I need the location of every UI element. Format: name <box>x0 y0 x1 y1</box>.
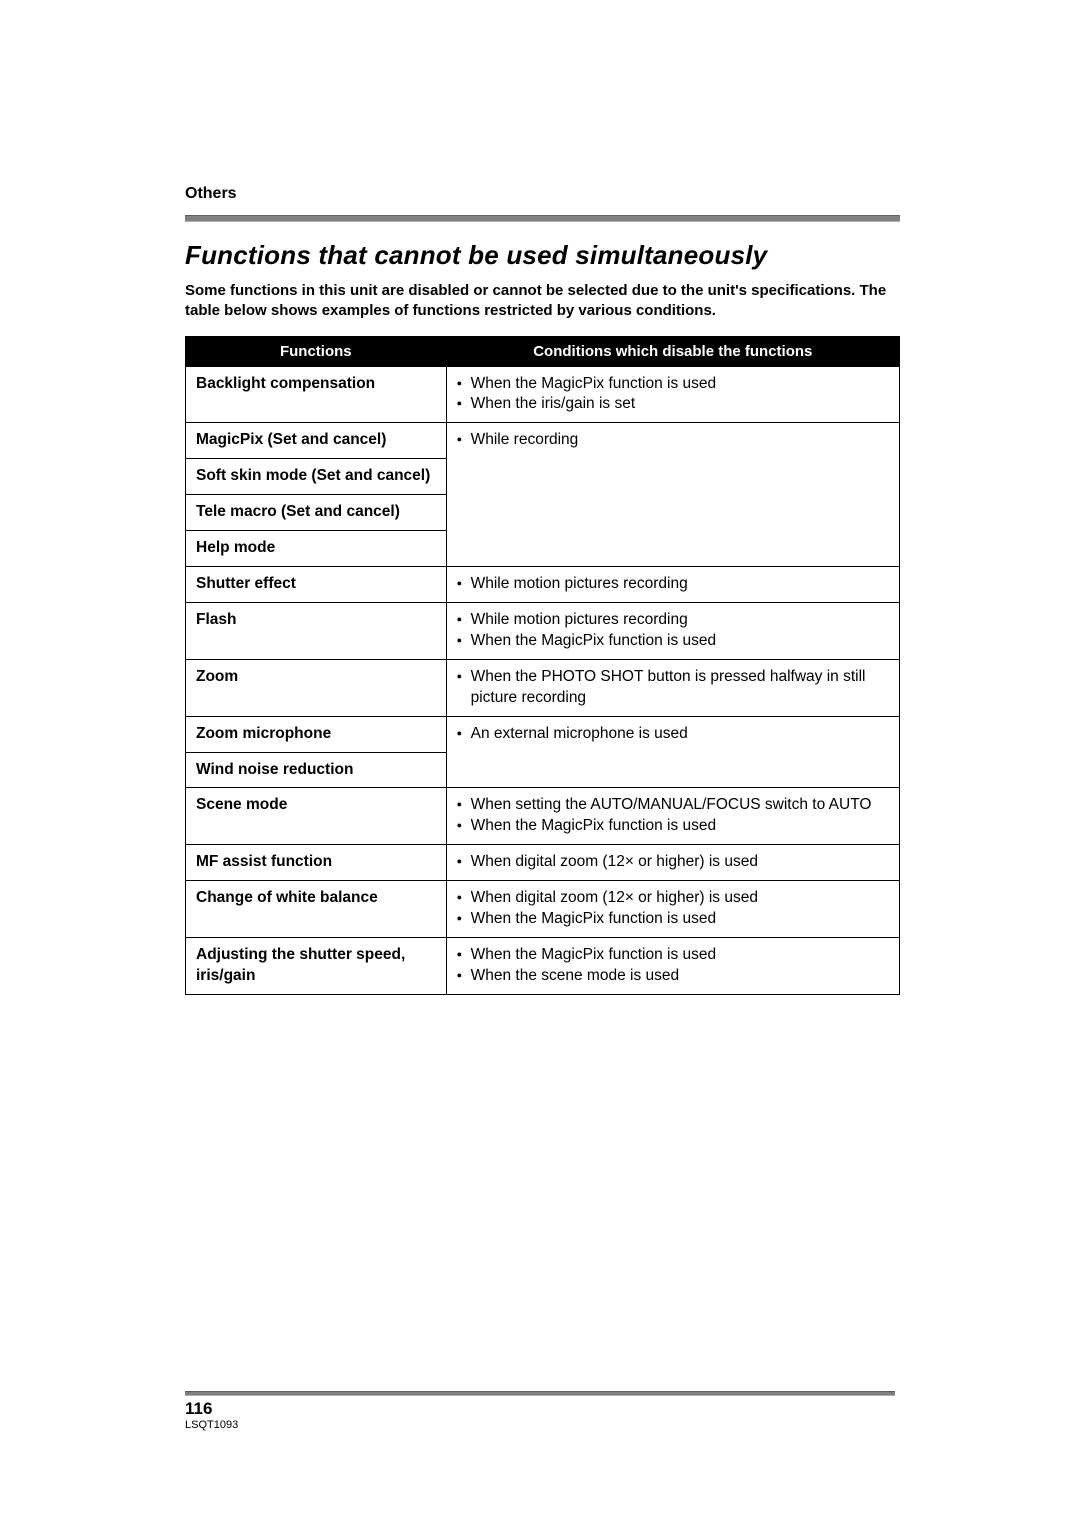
functions-table: Functions Conditions which disable the f… <box>185 336 900 995</box>
condition-cell: While motion pictures recording <box>446 567 899 603</box>
function-cell: Soft skin mode (Set and cancel) <box>186 459 447 495</box>
function-cell: Flash <box>186 602 447 659</box>
section-label: Others <box>185 185 900 203</box>
page-number: 116 <box>185 1400 895 1419</box>
document-code: LSQT1093 <box>185 1419 895 1431</box>
condition-item: When the MagicPix function is used <box>457 909 889 930</box>
table-row: MagicPix (Set and cancel) While recording <box>186 423 900 459</box>
condition-item: When the MagicPix function is used <box>457 945 889 966</box>
condition-item: When setting the AUTO/MANUAL/FOCUS switc… <box>457 795 889 816</box>
condition-item: When the MagicPix function is used <box>457 816 889 837</box>
function-cell: MF assist function <box>186 845 447 881</box>
function-cell: Backlight compensation <box>186 366 447 423</box>
condition-cell: While recording <box>446 423 899 567</box>
table-row: ZoomWhen the PHOTO SHOT button is presse… <box>186 659 900 716</box>
page-title: Functions that cannot be used simultaneo… <box>185 240 900 271</box>
table-row: FlashWhile motion pictures recordingWhen… <box>186 602 900 659</box>
condition-item: When the PHOTO SHOT button is pressed ha… <box>457 667 889 709</box>
function-cell: Zoom <box>186 659 447 716</box>
divider-bottom <box>185 1391 895 1396</box>
header-functions: Functions <box>186 336 447 366</box>
condition-item: When the scene mode is used <box>457 966 889 987</box>
divider-top <box>185 215 900 222</box>
page-footer: 116 LSQT1093 <box>185 1391 895 1431</box>
condition-item: An external microphone is used <box>457 724 889 745</box>
function-cell: Wind noise reduction <box>186 752 447 788</box>
condition-cell: When digital zoom (12× or higher) is use… <box>446 845 899 881</box>
condition-item: When the iris/gain is set <box>457 394 889 415</box>
function-cell: MagicPix (Set and cancel) <box>186 423 447 459</box>
function-cell: Shutter effect <box>186 567 447 603</box>
table-row: Adjusting the shutter speed, iris/gainWh… <box>186 938 900 995</box>
header-conditions: Conditions which disable the functions <box>446 336 899 366</box>
condition-item: While motion pictures recording <box>457 610 889 631</box>
table-header-row: Functions Conditions which disable the f… <box>186 336 900 366</box>
condition-item: When digital zoom (12× or higher) is use… <box>457 888 889 909</box>
table-body: Backlight compensationWhen the MagicPix … <box>186 366 900 994</box>
condition-item: While motion pictures recording <box>457 574 889 595</box>
condition-item: When the MagicPix function is used <box>457 631 889 652</box>
condition-cell: When setting the AUTO/MANUAL/FOCUS switc… <box>446 788 899 845</box>
function-cell: Tele macro (Set and cancel) <box>186 495 447 531</box>
table-row: Shutter effect While motion pictures reco… <box>186 567 900 603</box>
intro-text: Some functions in this unit are disabled… <box>185 281 900 322</box>
table-row: Change of white balance When digital zoom… <box>186 881 900 938</box>
condition-item: When the MagicPix function is used <box>457 374 889 395</box>
table-row: Scene mode When setting the AUTO/MANUAL/F… <box>186 788 900 845</box>
function-cell: Zoom microphone <box>186 716 447 752</box>
function-cell: Scene mode <box>186 788 447 845</box>
condition-cell: When digital zoom (12× or higher) is use… <box>446 881 899 938</box>
condition-cell: While motion pictures recordingWhen the … <box>446 602 899 659</box>
table-row: Zoom microphone An external microphone is… <box>186 716 900 752</box>
condition-cell: An external microphone is used <box>446 716 899 788</box>
condition-cell: When the PHOTO SHOT button is pressed ha… <box>446 659 899 716</box>
function-cell: Help mode <box>186 531 447 567</box>
table-row: MF assist function When digital zoom (12×… <box>186 845 900 881</box>
function-cell: Adjusting the shutter speed, iris/gain <box>186 938 447 995</box>
function-cell: Change of white balance <box>186 881 447 938</box>
condition-item: While recording <box>457 430 889 451</box>
table-row: Backlight compensationWhen the MagicPix … <box>186 366 900 423</box>
condition-item: When digital zoom (12× or higher) is use… <box>457 852 889 873</box>
condition-cell: When the MagicPix function is usedWhen t… <box>446 366 899 423</box>
condition-cell: When the MagicPix function is usedWhen t… <box>446 938 899 995</box>
